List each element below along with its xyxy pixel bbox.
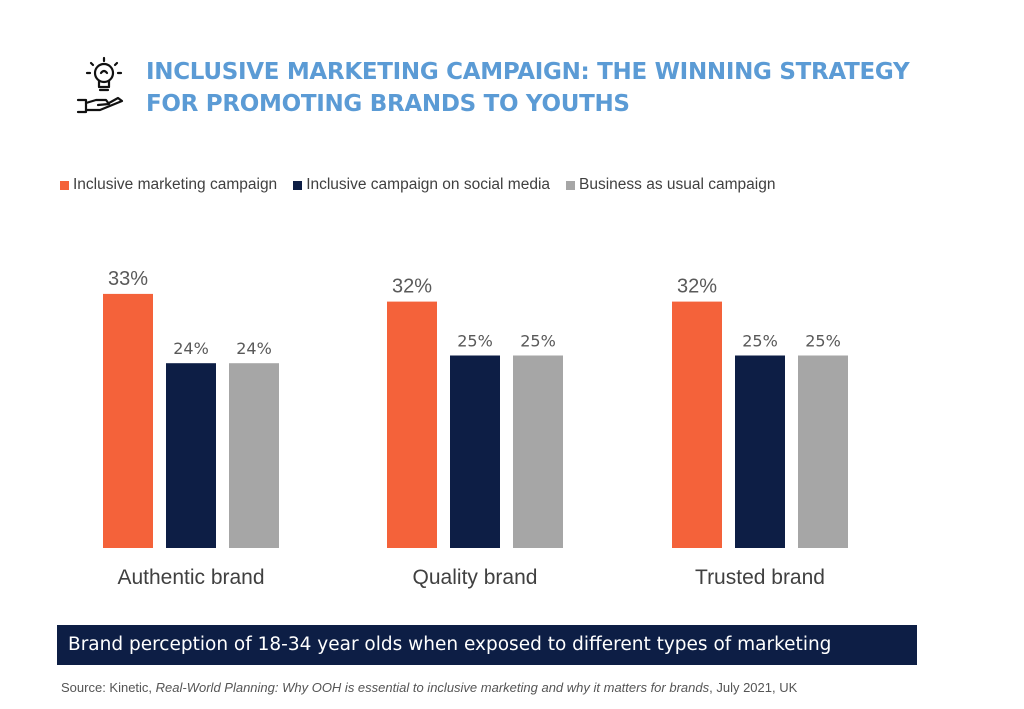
- source-prefix: Source: Kinetic,: [61, 680, 156, 695]
- legend-swatch-usual: [566, 180, 576, 190]
- source-suffix: , July 2021, UK: [709, 680, 798, 695]
- data-label-social-2: 25%: [457, 332, 493, 351]
- legend-swatch-inclusive: [60, 180, 69, 190]
- data-label-social-1: 24%: [173, 339, 209, 358]
- legend-item-inclusive: Inclusive marketing campaign: [60, 176, 277, 194]
- lightbulb-hand-icon: [76, 56, 124, 114]
- category-label-2: Quality brand: [413, 566, 538, 589]
- page-title: INCLUSIVE MARKETING CAMPAIGN: THE WINNIN…: [146, 56, 926, 120]
- data-label-social-3: 25%: [742, 332, 778, 351]
- title-line-2: FOR PROMOTING BRANDS TO YOUTHS: [146, 91, 630, 117]
- title-line-1: INCLUSIVE MARKETING CAMPAIGN: THE WINNIN…: [146, 59, 910, 85]
- data-label-usual-3: 25%: [805, 332, 841, 351]
- category-label-3: Trusted brand: [695, 566, 825, 589]
- data-label-inclusive-1: 33%: [108, 268, 148, 290]
- data-label-usual-1: 24%: [236, 339, 272, 358]
- bar-usual-3: [798, 355, 848, 548]
- source-note: Source: Kinetic, Real-World Planning: Wh…: [61, 680, 797, 695]
- data-label-usual-2: 25%: [520, 332, 556, 351]
- chart-legend: Inclusive marketing campaign Inclusive c…: [60, 174, 791, 196]
- legend-label-social: Inclusive campaign on social media: [306, 176, 551, 193]
- chart-caption-banner: Brand perception of 18-34 year olds when…: [57, 625, 917, 665]
- bar-usual-2: [513, 355, 563, 548]
- legend-item-usual: Business as usual campaign: [566, 176, 775, 194]
- data-label-inclusive-2: 32%: [392, 276, 432, 298]
- source-title: Real-World Planning: Why OOH is essentia…: [155, 680, 710, 695]
- data-label-inclusive-3: 32%: [677, 276, 717, 298]
- bar-usual-1: [229, 363, 279, 548]
- legend-swatch-social: [293, 180, 303, 190]
- legend-label-inclusive: Inclusive marketing campaign: [73, 176, 278, 193]
- bar-inclusive-1: [103, 293, 153, 548]
- bar-social-3: [735, 355, 785, 548]
- legend-item-social: Inclusive campaign on social media: [293, 176, 550, 194]
- bar-inclusive-3: [672, 301, 722, 548]
- bar-social-1: [166, 363, 216, 548]
- category-label-1: Authentic brand: [117, 566, 264, 589]
- legend-label-usual: Business as usual campaign: [579, 176, 776, 193]
- bar-social-2: [450, 355, 500, 548]
- bar-inclusive-2: [387, 301, 437, 548]
- bar-chart: 33% 24% 24% Authentic brand 32% 25% 25% Quality…: [103, 268, 848, 589]
